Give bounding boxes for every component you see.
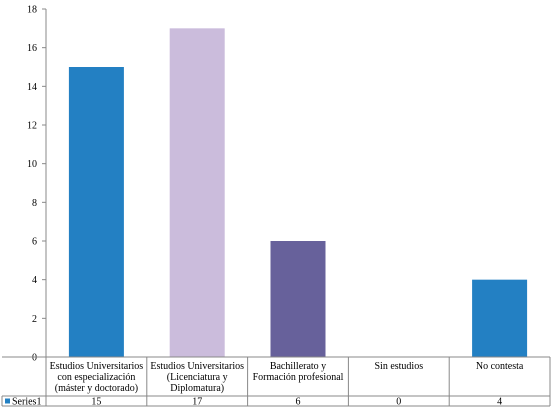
category-label-line: con especialización	[57, 372, 135, 383]
y-tick-label: 12	[27, 121, 37, 132]
y-tick-label: 0	[32, 353, 37, 364]
category-label-line: (máster y doctorado)	[55, 383, 138, 394]
y-tick-label: 6	[32, 237, 37, 248]
bar-3	[270, 241, 326, 357]
category-label-line: No contesta	[476, 361, 524, 372]
bar-1	[68, 67, 124, 357]
category-label-line: Estudios Universitarios	[50, 361, 144, 372]
category-label-3: Bachillerato y Formación profesional	[253, 361, 344, 383]
bar-2	[169, 28, 225, 357]
category-label-line: Diplomatura)	[170, 383, 224, 394]
category-label-1: Estudios Universitarios con especializaci…	[50, 361, 144, 394]
legend-series-name: Series1	[12, 397, 41, 408]
category-label-4: Sin estudios	[374, 361, 423, 372]
table-value-2: 17	[192, 397, 202, 408]
y-tick-label: 2	[32, 314, 37, 325]
y-tick-label: 8	[32, 198, 37, 209]
table-value-5: 4	[497, 397, 502, 408]
category-label-line: Formación profesional	[253, 372, 344, 383]
y-tick-label: 16	[27, 43, 37, 54]
category-label-5: No contesta	[476, 361, 524, 372]
category-label-line: Estudios Universitarios	[150, 361, 244, 372]
bar-5	[472, 279, 528, 357]
category-label-line: Bachillerato y	[270, 361, 326, 372]
legend-swatch	[5, 398, 10, 404]
category-label-line: Sin estudios	[374, 361, 423, 372]
table-value-4: 0	[396, 397, 401, 408]
y-tick-label: 4	[32, 275, 37, 286]
table-value-3: 6	[296, 397, 301, 408]
category-label-2: Estudios Universitarios (Licenciatura y Di…	[150, 361, 244, 394]
table-value-1: 15	[91, 397, 101, 408]
y-tick-label: 18	[27, 5, 37, 16]
y-tick-label: 14	[27, 82, 37, 93]
category-label-line: (Licenciatura y	[167, 372, 228, 383]
y-tick-label: 10	[27, 159, 37, 170]
